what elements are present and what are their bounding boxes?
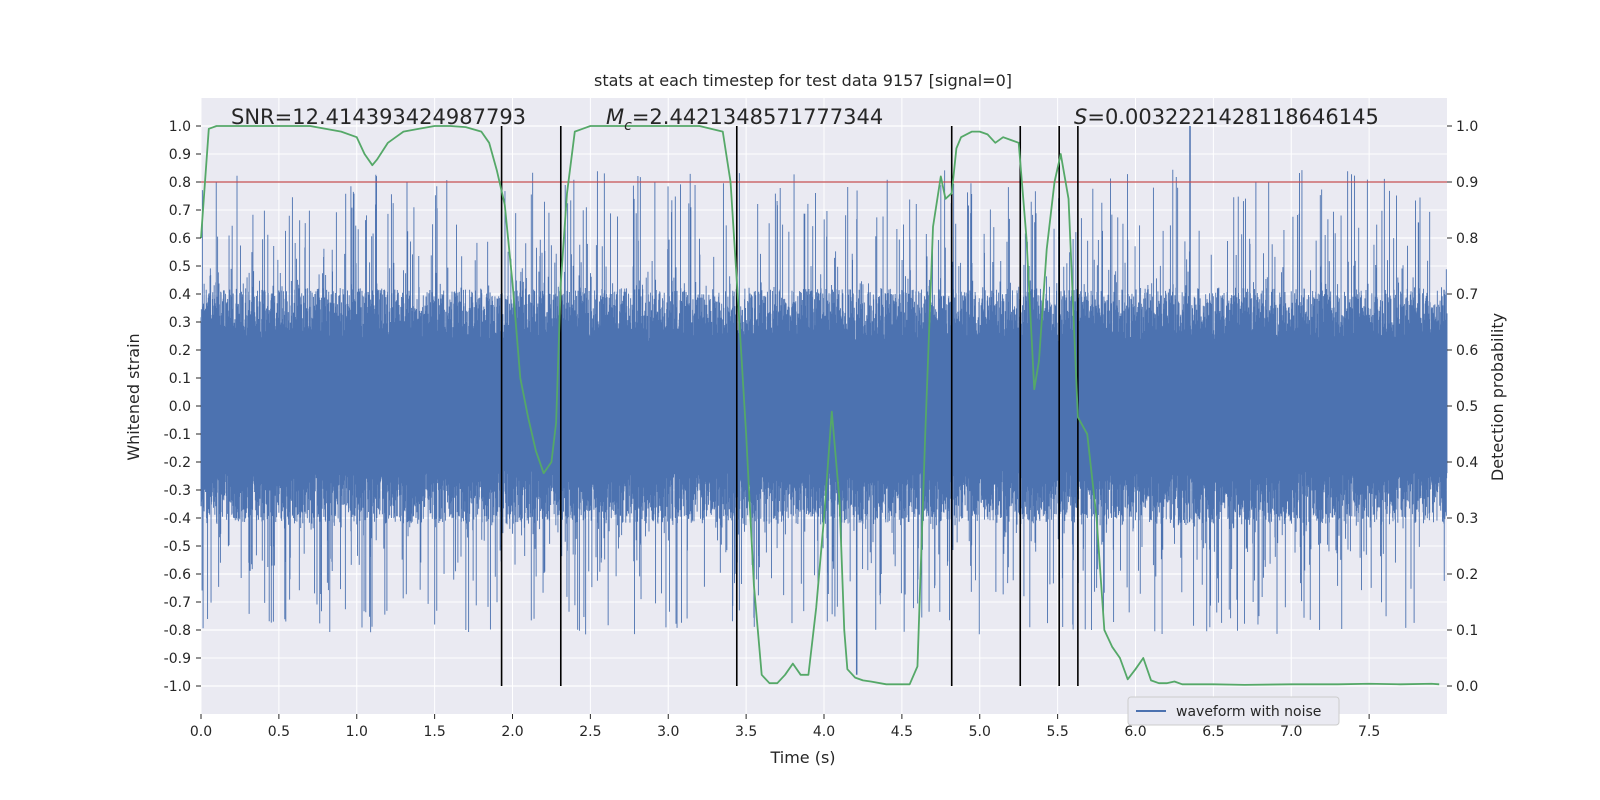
x-tick-label: 4.5 — [891, 724, 913, 740]
y-tick-label: -0.9 — [164, 651, 191, 667]
y2-tick-label: 0.8 — [1456, 231, 1478, 247]
waveform-noise-trace — [200, 169, 1448, 635]
s-annotation: S=0.0032221428118646145 — [1074, 105, 1379, 129]
y-tick-label: -0.4 — [164, 511, 191, 527]
y-tick-label: 0.2 — [169, 343, 191, 359]
x-tick-label: 1.0 — [346, 724, 368, 740]
y-tick-label: 0.3 — [169, 315, 191, 331]
y-tick-label: -0.5 — [164, 539, 191, 555]
x-tick-label: 3.0 — [657, 724, 679, 740]
x-tick-label: 0.5 — [268, 724, 290, 740]
y2-tick-label: 0.6 — [1456, 343, 1478, 359]
y-tick-label: 0.0 — [169, 399, 191, 415]
y-axis-ticks: 1.0 0.9 0.8 0.7 0.6 0.5 0.4 0.3 0.2 0.1 0.0 -0.1 -0.… — [164, 119, 201, 695]
x-tick-label: 7.0 — [1280, 724, 1302, 740]
y-tick-label: 0.5 — [169, 259, 191, 275]
y2-axis-ticks: 1.0 0.9 0.8 0.7 0.6 0.5 0.4 0.3 0.2 0.1 0.0 — [1447, 119, 1478, 695]
y2-tick-label: 0.4 — [1456, 455, 1478, 471]
legend-box — [1127, 696, 1340, 726]
y-tick-label: -0.7 — [164, 595, 191, 611]
snr-annotation: SNR=12.414393424987793 — [231, 105, 526, 129]
y2-axis-label: Detection probability — [1488, 313, 1507, 481]
x-axis-label: Time (s) — [769, 748, 835, 767]
vertical-markers — [500, 126, 1079, 686]
x-tick-label: 2.0 — [501, 724, 523, 740]
y2-tick-label: 0.3 — [1456, 511, 1478, 527]
x-tick-label: 6.0 — [1124, 724, 1146, 740]
chirp-mass-annotation: Mc=2.4421348571777344 — [606, 105, 883, 134]
x-tick-label: 7.5 — [1358, 724, 1380, 740]
x-tick-label: 1.5 — [423, 724, 445, 740]
x-tick-label: 6.5 — [1202, 724, 1224, 740]
legend-entry-waveform: waveform with noise — [1176, 704, 1321, 720]
y-tick-label: -0.8 — [164, 623, 191, 639]
x-tick-label: 0.0 — [190, 724, 212, 740]
waveform-noise-series — [200, 126, 1448, 675]
y2-tick-label: 0.7 — [1456, 287, 1478, 303]
detection-probability-series — [200, 125, 1440, 686]
x-tick-label: 2.5 — [579, 724, 601, 740]
y-tick-label: -0.6 — [164, 567, 191, 583]
y-tick-label: -0.3 — [164, 483, 191, 499]
x-tick-label: 4.0 — [813, 724, 835, 740]
y-tick-label: 0.1 — [169, 371, 191, 387]
y2-tick-label: 0.9 — [1456, 175, 1478, 191]
y-tick-label: -0.1 — [164, 427, 191, 443]
x-tick-label: 5.5 — [1046, 724, 1068, 740]
s-symbol: S — [1074, 105, 1087, 129]
chirp-mass-value: =2.4421348571777344 — [632, 105, 883, 129]
y-tick-label: -0.2 — [164, 455, 191, 471]
x-tick-label: 3.5 — [735, 724, 757, 740]
y2-tick-label: 0.1 — [1456, 623, 1478, 639]
y2-tick-label: 0.2 — [1456, 567, 1478, 583]
y-tick-label: 0.4 — [169, 287, 191, 303]
chirp-mass-subscript: c — [624, 118, 632, 134]
y-tick-label: -1.0 — [164, 679, 191, 695]
y-axis-label: Whitened strain — [124, 333, 143, 460]
y-tick-label: 0.7 — [169, 203, 191, 219]
legend: waveform with noise — [1127, 696, 1340, 726]
y-tick-label: 0.8 — [169, 175, 191, 191]
detection-probability-line — [200, 125, 1440, 686]
s-value: =0.0032221428118646145 — [1087, 105, 1379, 129]
chirp-mass-symbol: M — [606, 105, 624, 129]
y-tick-label: 1.0 — [169, 119, 191, 135]
x-axis-ticks: 0.0 0.5 1.0 1.5 2.0 2.5 3.0 3.5 4.0 4.5 5.0 5.5 6.0 6… — [190, 714, 1380, 740]
x-tick-label: 5.0 — [969, 724, 991, 740]
y2-tick-label: 1.0 — [1456, 119, 1478, 135]
y-tick-label: 0.6 — [169, 231, 191, 247]
y2-tick-label: 0.0 — [1456, 679, 1478, 695]
y-tick-label: 0.9 — [169, 147, 191, 163]
chart-title: stats at each timestep for test data 915… — [594, 71, 1012, 90]
y2-tick-label: 0.5 — [1456, 399, 1478, 415]
